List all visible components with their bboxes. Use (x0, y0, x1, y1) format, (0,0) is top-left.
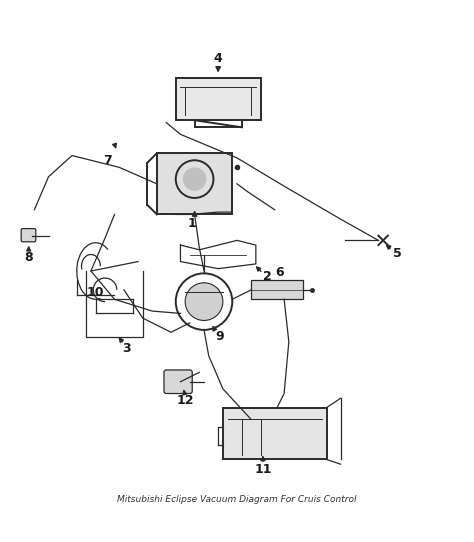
FancyBboxPatch shape (223, 408, 327, 460)
Text: 11: 11 (254, 463, 272, 476)
Text: 4: 4 (214, 53, 222, 66)
Text: 3: 3 (122, 342, 130, 355)
Text: 12: 12 (176, 394, 194, 407)
FancyBboxPatch shape (251, 280, 303, 299)
Text: 6: 6 (275, 266, 284, 279)
FancyBboxPatch shape (157, 153, 232, 215)
Text: 7: 7 (103, 154, 112, 167)
FancyBboxPatch shape (21, 229, 36, 242)
FancyBboxPatch shape (176, 78, 261, 120)
Text: 5: 5 (393, 247, 401, 260)
FancyBboxPatch shape (164, 370, 192, 393)
Text: 1: 1 (188, 217, 197, 230)
Text: 2: 2 (263, 270, 272, 283)
Circle shape (183, 167, 206, 191)
Text: 9: 9 (215, 330, 224, 343)
Text: Mitsubishi Eclipse Vacuum Diagram For Cruis Control: Mitsubishi Eclipse Vacuum Diagram For Cr… (117, 495, 357, 504)
Text: 10: 10 (87, 286, 104, 299)
Circle shape (185, 283, 223, 320)
Text: 8: 8 (24, 251, 33, 264)
